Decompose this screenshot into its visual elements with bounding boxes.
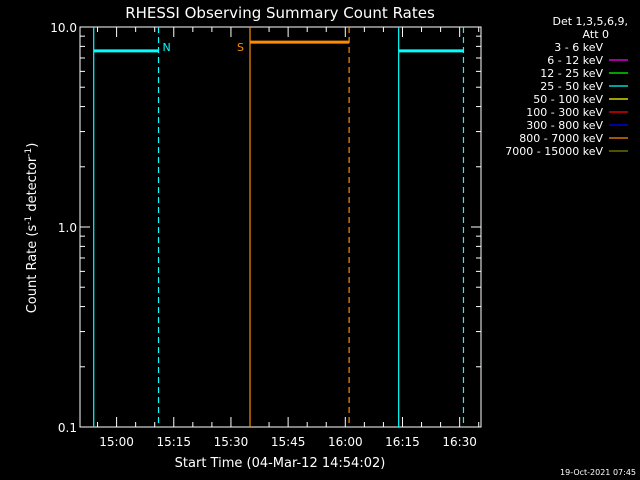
x-axis-label: Start Time (04-Mar-12 14:54:02) bbox=[175, 456, 386, 471]
y-axis-label-mid: detector bbox=[25, 156, 40, 216]
chart-title: RHESSI Observing Summary Count Rates bbox=[125, 4, 435, 22]
legend-entry-label-2: 12 - 25 keV bbox=[540, 67, 603, 80]
legend-entry-label-0: 3 - 6 keV bbox=[554, 41, 603, 54]
y-tick-label-0: 10.0 bbox=[50, 21, 77, 35]
x-tick-label-4: 16:00 bbox=[328, 435, 363, 449]
legend-entry-label-3: 25 - 50 keV bbox=[540, 80, 603, 93]
plot-area: 10.0 1.0 0.1 15:00 15:15 15:30 15:45 16:00 16:15… bbox=[50, 21, 482, 449]
y-axis-label-main: Count Rate (s bbox=[25, 225, 40, 314]
marker-label-0: N bbox=[163, 41, 171, 54]
y-axis-label-sup1: -1 bbox=[24, 216, 34, 225]
y-axis-label-end: ) bbox=[25, 143, 40, 148]
y-tick-label-2: 0.1 bbox=[58, 421, 77, 435]
legend-entry-label-6: 300 - 800 keV bbox=[526, 119, 603, 132]
x-tick-label-1: 15:15 bbox=[156, 435, 191, 449]
y-axis-label-sup2: -1 bbox=[24, 148, 34, 157]
legend-entry-label-7: 800 - 7000 keV bbox=[519, 132, 603, 145]
legend-entry-label-1: 6 - 12 keV bbox=[547, 54, 603, 67]
legend-header-line1: Det 1,3,5,6,9, bbox=[552, 15, 628, 28]
timestamp: 19-Oct-2021 07:45 bbox=[560, 468, 636, 477]
x-tick-label-5: 16:15 bbox=[385, 435, 420, 449]
x-tick-label-2: 15:30 bbox=[214, 435, 249, 449]
x-tick-label-3: 15:45 bbox=[271, 435, 306, 449]
legend-entry-label-8: 7000 - 15000 keV bbox=[505, 145, 603, 158]
x-tick-label-6: 16:30 bbox=[442, 435, 477, 449]
legend-entry-label-4: 50 - 100 keV bbox=[533, 93, 603, 106]
legend-header-line2: Att 0 bbox=[583, 28, 609, 41]
legend-entry-label-5: 100 - 300 keV bbox=[526, 106, 603, 119]
marker-label-1: S bbox=[237, 41, 244, 54]
y-tick-label-1: 1.0 bbox=[58, 221, 77, 235]
y-axis-label: Count Rate (s-1 detector-1) bbox=[24, 143, 40, 314]
x-tick-label-0: 15:00 bbox=[99, 435, 134, 449]
